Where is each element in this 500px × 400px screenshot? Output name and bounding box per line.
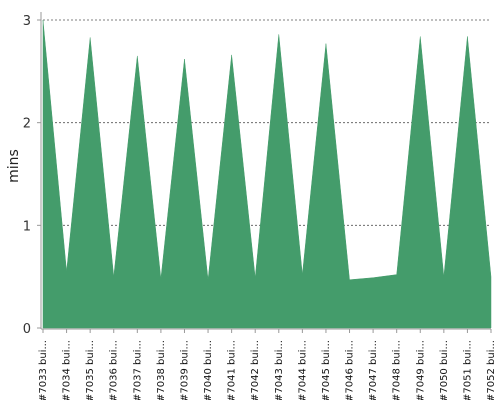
x-tick-label: #7043 bui...: [274, 340, 285, 400]
y-axis-label: mins: [6, 149, 22, 183]
y-tick-label: 2: [23, 117, 31, 132]
x-tick-label: #7038 bui...: [156, 340, 167, 400]
y-tick-label: 0: [23, 322, 31, 337]
x-tick-label: #7049 bui...: [415, 340, 426, 400]
x-tick-label: #7047 bui...: [368, 340, 379, 400]
y-tick-labels: 0 1 2 3: [23, 14, 31, 337]
y-tick-label: 3: [23, 14, 31, 29]
area-fill: [42, 19, 492, 329]
series-area: [42, 19, 492, 329]
x-tick-label: #7037 bui...: [132, 340, 143, 400]
x-tick-label: #7036 bui...: [109, 340, 120, 400]
axes: [37, 12, 492, 333]
x-tick-label: #7039 bui...: [179, 340, 190, 400]
x-tick-label: #7034 bui...: [62, 340, 73, 400]
x-tick-label: #7044 bui...: [297, 340, 308, 400]
x-tick-label: #7048 bui...: [392, 340, 403, 400]
x-tick-labels: #7033 bui... #7034 bui... #7035 bui... #703…: [38, 340, 497, 400]
x-tick-label: #7042 bui...: [250, 340, 261, 400]
x-tick-label: #7045 bui...: [321, 340, 332, 400]
y-tick-label: 1: [23, 219, 31, 234]
x-tick-label: #7041 bui...: [227, 340, 238, 400]
x-tick-label: #7040 bui...: [203, 340, 214, 400]
x-tick-label: #7051 bui...: [462, 340, 473, 400]
x-tick-label: #7050 bui...: [439, 340, 450, 400]
x-tick-label: #7046 bui...: [345, 340, 356, 400]
x-tick-label: #7035 bui...: [85, 340, 96, 400]
x-tick-label: #7052 bui...: [486, 340, 497, 400]
x-tick-label: #7033 bui...: [38, 340, 49, 400]
